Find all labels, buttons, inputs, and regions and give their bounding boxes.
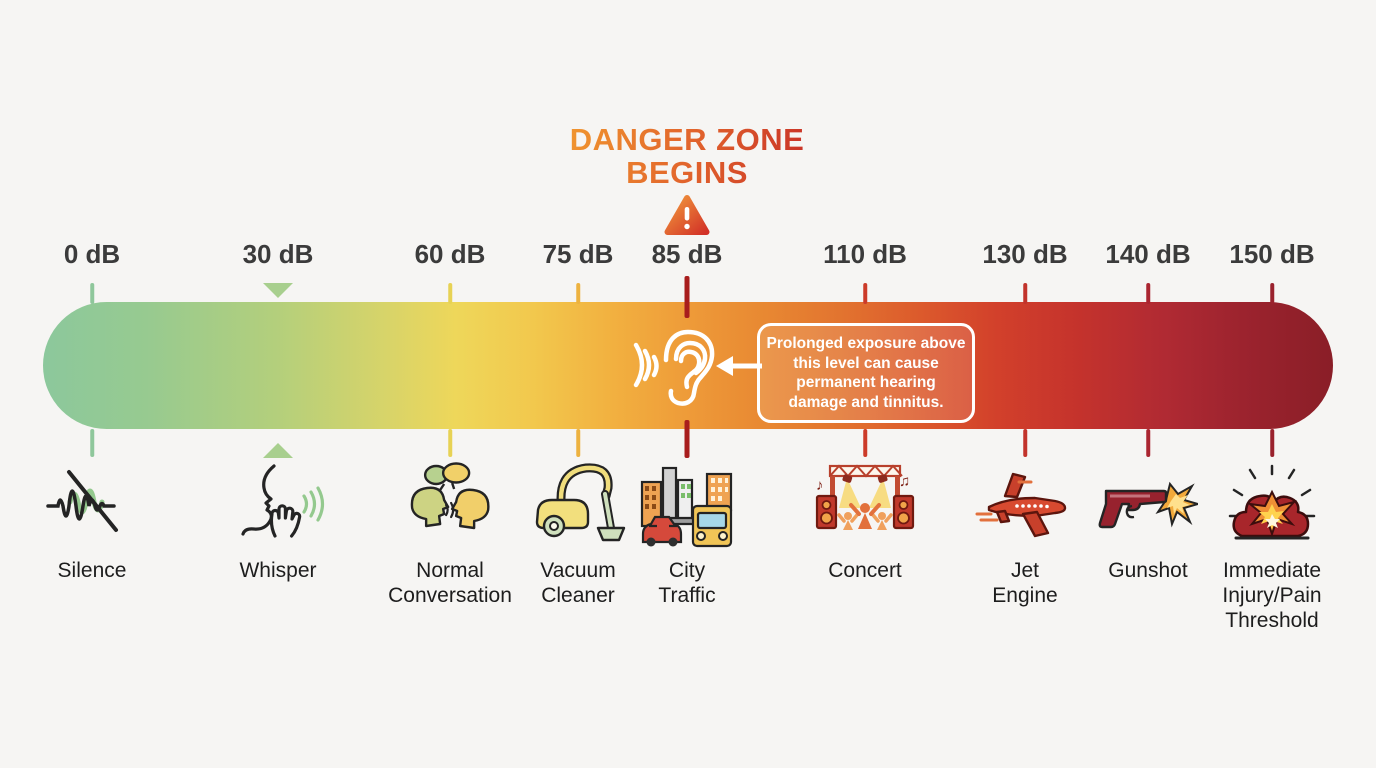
svg-text:♫: ♫: [899, 473, 910, 490]
warning-triangle-icon: [664, 195, 710, 235]
concert-icon: ♪ ♫: [815, 464, 915, 530]
scale-item-concert: ♪ ♫ Concert: [815, 462, 915, 583]
item-label-jet-engine: Jet Engine: [992, 559, 1058, 607]
tick-label-85: 85 dB: [651, 239, 723, 269]
city-traffic-icon: [640, 466, 733, 548]
callout-arrow-icon: [716, 356, 762, 376]
tick-marker-top-85: [684, 276, 690, 318]
scale-item-whisper: Whisper: [228, 462, 328, 583]
callout-box: Prolonged exposure above this level can c…: [757, 323, 975, 423]
tick-marker-top-140: [1146, 283, 1150, 304]
item-label-city-traffic: City Traffic: [658, 559, 716, 607]
item-label-conversation: Normal Conversation: [388, 559, 512, 607]
gunshot-icon: [1098, 481, 1198, 529]
scale-item-city-traffic: City Traffic: [637, 462, 737, 608]
scale-item-conversation: Normal Conversation: [388, 462, 512, 608]
tick-marker-top-75: [576, 283, 580, 304]
svg-text:♪: ♪: [816, 477, 824, 494]
item-label-vacuum: Vacuum Cleaner: [540, 559, 616, 607]
callout-line: this level can cause: [793, 354, 939, 372]
item-label-concert: Concert: [828, 559, 902, 582]
scale-item-gunshot: Gunshot: [1098, 462, 1198, 583]
scale-item-vacuum: Vacuum Cleaner: [528, 462, 628, 608]
tick-label-140: 140 dB: [1105, 239, 1191, 269]
decibel-gradient-bar: [43, 302, 1333, 429]
tick-marker-top-0: [90, 283, 94, 304]
tick-marker-top-130: [1023, 283, 1027, 304]
scale-item-jet-engine: Jet Engine: [975, 462, 1075, 608]
conversation-icon: [410, 462, 490, 530]
item-label-whisper: Whisper: [239, 559, 317, 582]
tick-label-60: 60 dB: [414, 239, 486, 269]
whisper-icon: [241, 464, 325, 538]
tick-marker-bottom-110: [863, 429, 867, 457]
callout-line: permanent hearing: [796, 374, 936, 391]
tick-marker-top-150: [1270, 283, 1274, 304]
tick-marker-bottom-75: [576, 429, 580, 457]
scale-item-silence: Silence: [42, 462, 142, 583]
tick-label-30: 30 dB: [242, 239, 314, 269]
item-label-explosion: Immediate Injury/Pain Threshold: [1222, 559, 1322, 632]
tick-marker-top-110: [863, 283, 867, 304]
item-label-gunshot: Gunshot: [1108, 559, 1188, 582]
callout-text: Prolonged exposure above this level can c…: [762, 334, 970, 412]
silence-icon: [46, 470, 118, 532]
vacuum-icon: [535, 463, 626, 542]
tick-label-75: 75 dB: [542, 239, 614, 269]
callout-line: damage and tinnitus.: [788, 393, 944, 411]
tick-marker-bottom-0: [90, 429, 94, 457]
tick-label-0: 0 dB: [63, 239, 121, 269]
ear-icon: [633, 329, 715, 406]
callout-line: Prolonged exposure above: [766, 335, 966, 352]
tick-marker-bottom-85: [684, 420, 690, 458]
tick-marker-bottom-130: [1023, 429, 1027, 457]
tick-marker-top-60: [448, 283, 452, 304]
tick-marker-bottom-60: [448, 429, 452, 457]
tick-marker-bottom-140: [1146, 429, 1150, 457]
item-label-silence: Silence: [57, 559, 127, 582]
tick-marker-down-30: [263, 283, 293, 298]
explosion-icon: [1228, 464, 1316, 540]
scale-item-explosion: Immediate Injury/Pain Threshold: [1222, 462, 1322, 633]
tick-label-150: 150 dB: [1229, 239, 1315, 269]
jet-engine-icon: [975, 472, 1067, 538]
tick-label-130: 130 dB: [982, 239, 1068, 269]
tick-label-110: 110 dB: [823, 239, 907, 269]
tick-marker-up-30: [263, 443, 293, 458]
tick-marker-bottom-150: [1270, 429, 1274, 457]
